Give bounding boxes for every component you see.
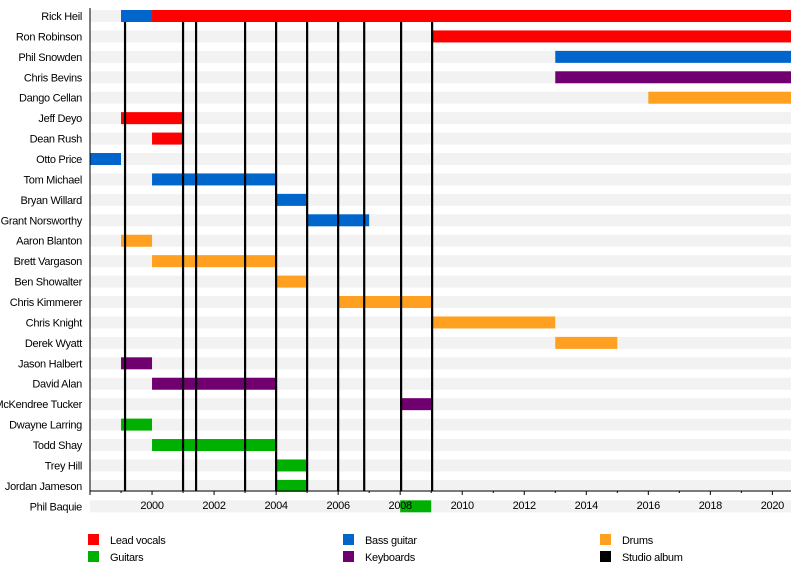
x-tick-label: 2006 [327,500,350,512]
member-label: Grant Norsworthy [1,215,83,227]
x-tick-label: 2016 [637,500,660,512]
member-label: Chris Knight [26,317,83,329]
legend-swatch-keys [343,551,354,562]
bar-drums [121,234,153,247]
row-stripe [90,459,791,472]
member-label: Todd Shay [33,440,83,452]
member-label: Brett Vargason [14,256,83,268]
legend-label-drums: Drums [622,535,654,547]
bar-drums [276,275,308,288]
bar-guitars [276,479,308,492]
member-label: Phil Baquie [30,501,83,513]
bar-vocals [121,112,184,125]
member-label: Chris Bevins [24,72,83,84]
member-label: Phil Snowden [18,52,82,64]
bar-bass [90,153,122,166]
member-label: David Alan [32,379,82,391]
row-stripe [90,275,791,288]
legend-label-vocals: Lead vocals [110,535,166,547]
bar-vocals [431,30,791,43]
bar-guitars [276,459,308,472]
bar-keys [152,377,277,390]
row-stripe [90,234,791,247]
bar-bass [555,50,791,63]
row-stripe [90,296,791,309]
member-label: Derek Wyatt [25,338,82,350]
row-stripe [90,398,791,411]
row-stripe [90,357,791,370]
row-stripe [90,112,791,125]
bar-guitars [152,439,277,452]
bar-keys [555,71,791,84]
row-stripe [90,153,791,166]
row-stripe [90,132,791,145]
bar-keys [121,357,153,370]
legend-label-guitars: Guitars [110,552,144,564]
bar-drums [648,91,791,104]
member-label: Tom Michael [24,174,82,186]
x-tick-label: 2020 [761,500,784,512]
member-label: Chris Kimmerer [10,297,83,309]
member-label: Rick Heil [41,11,82,23]
legend-swatch-drums [600,534,611,545]
row-stripe [90,91,791,104]
bar-bass [276,193,308,206]
x-tick-label: 2002 [202,500,225,512]
x-tick-label: 2004 [264,500,287,512]
bar-drums [338,296,432,309]
bar-vocals [152,132,184,145]
bar-bass [121,10,153,22]
member-label: Bryan Willard [20,195,82,207]
member-label: Dean Rush [30,134,83,146]
x-tick-label: 2010 [451,500,474,512]
x-tick-label: 2000 [140,500,163,512]
bar-keys [400,398,432,411]
bar-drums [152,255,277,268]
x-tick-label: 2014 [575,500,598,512]
x-tick-label: 2012 [513,500,536,512]
row-stripe [90,479,791,492]
member-label: Otto Price [36,154,82,166]
row-stripe [90,418,791,431]
bar-bass [152,173,277,186]
legend-swatch-vocals [88,534,99,545]
member-label: McKendree Tucker [0,399,83,411]
row-stripe [90,500,791,513]
legend-label-keys: Keyboards [365,552,416,564]
member-label: Aaron Blanton [16,236,82,248]
bar-vocals [152,10,791,22]
legend-swatch-album [600,551,611,562]
member-label: Jordan Jameson [5,481,82,493]
bar-drums [555,336,618,349]
legend-label-album: Studio album [622,552,683,564]
bar-drums [431,316,556,329]
member-label: Jason Halbert [18,358,82,370]
legend-swatch-bass [343,534,354,545]
x-tick-label: 2018 [699,500,722,512]
member-label: Trey Hill [45,460,82,472]
member-label: Ben Showalter [14,277,82,289]
legend-swatch-guitars [88,551,99,562]
member-label: Ron Robinson [16,31,82,43]
member-label: Dwayne Larring [9,420,82,432]
row-stripe [90,214,791,227]
row-stripe [90,193,791,206]
member-label: Dango Cellan [19,93,82,105]
member-label: Jeff Deyo [38,113,82,125]
bar-guitars [400,500,432,513]
legend-label-bass: Bass guitar [365,535,417,547]
x-tick-label: 2008 [389,500,412,512]
bar-guitars [121,418,153,431]
